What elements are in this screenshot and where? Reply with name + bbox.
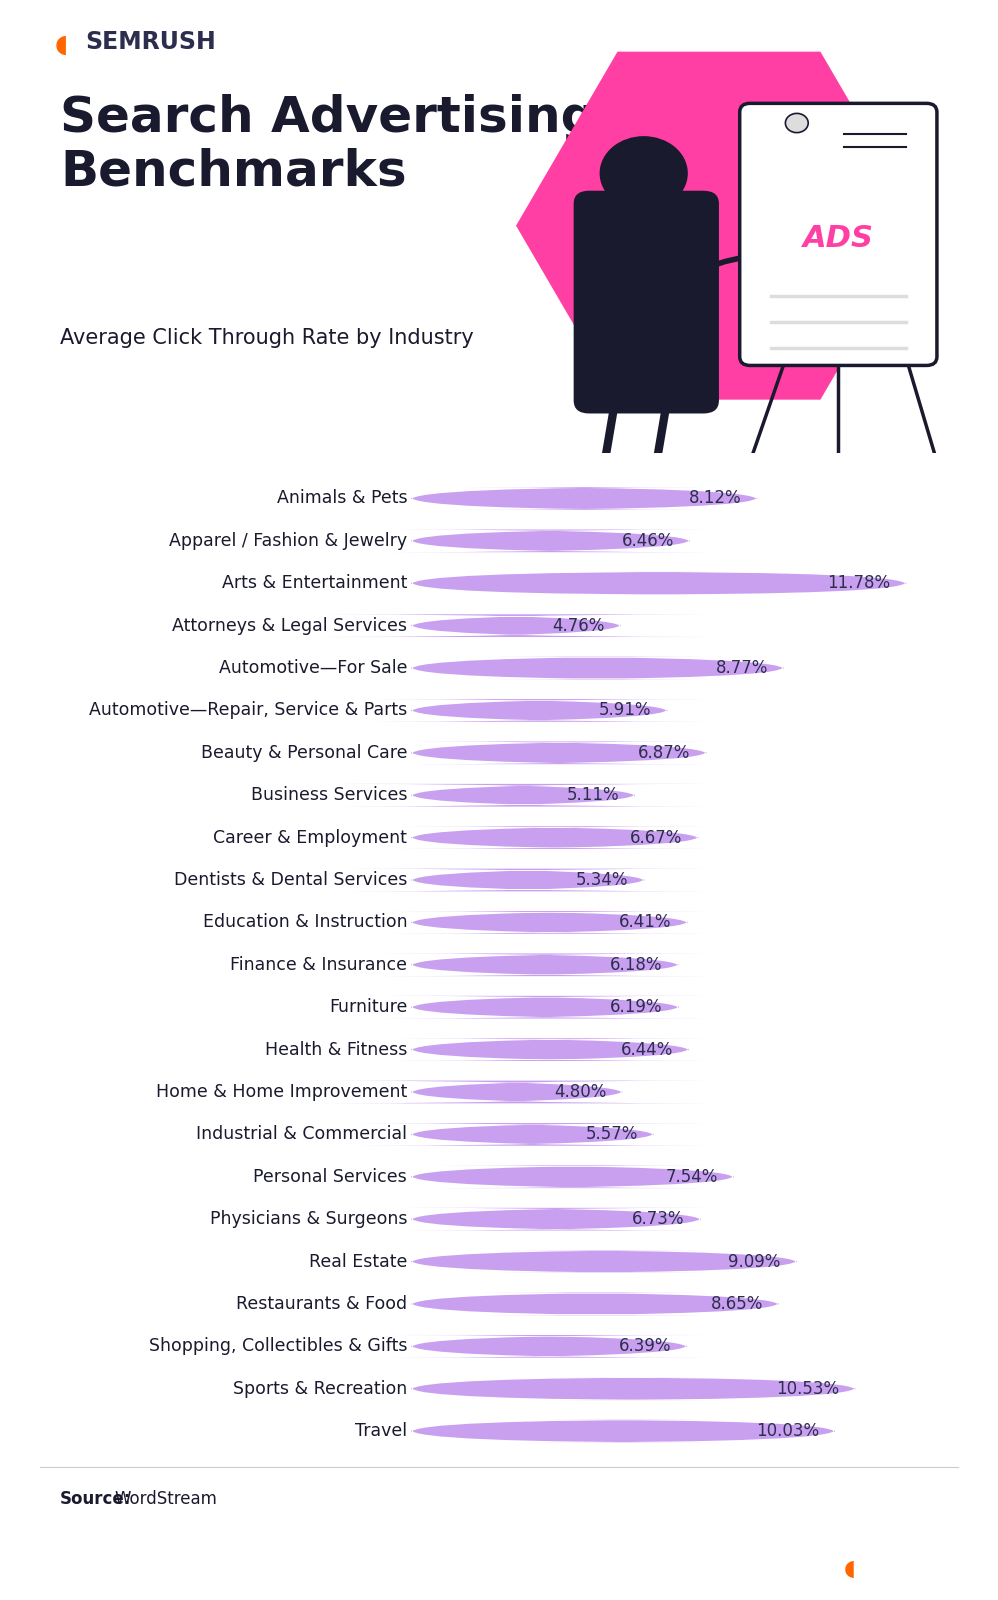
FancyBboxPatch shape: [321, 614, 711, 637]
Text: Business Services: Business Services: [250, 786, 407, 805]
Text: Average Click Through Rate by Industry: Average Click Through Rate by Industry: [60, 328, 474, 349]
Text: 8.65%: 8.65%: [711, 1294, 762, 1314]
Circle shape: [600, 136, 688, 210]
Text: Education & Instruction: Education & Instruction: [203, 914, 407, 931]
Text: Attorneys & Legal Services: Attorneys & Legal Services: [173, 616, 407, 635]
Text: WordStream: WordStream: [115, 1490, 218, 1507]
Text: ◖: ◖: [843, 1558, 855, 1578]
Text: 5.91%: 5.91%: [599, 701, 652, 720]
FancyBboxPatch shape: [411, 1419, 835, 1443]
FancyBboxPatch shape: [399, 826, 711, 850]
Text: Automotive—For Sale: Automotive—For Sale: [219, 659, 407, 677]
Text: Shopping, Collectibles & Gifts: Shopping, Collectibles & Gifts: [149, 1338, 407, 1355]
Text: 6.41%: 6.41%: [620, 914, 672, 931]
Text: Career & Employment: Career & Employment: [214, 829, 407, 846]
Text: Real Estate: Real Estate: [308, 1253, 407, 1270]
Text: 6.67%: 6.67%: [630, 829, 683, 846]
FancyBboxPatch shape: [345, 869, 711, 891]
FancyBboxPatch shape: [411, 1165, 734, 1189]
FancyBboxPatch shape: [389, 1038, 711, 1061]
Text: 6.87%: 6.87%: [638, 744, 691, 762]
FancyBboxPatch shape: [411, 1378, 855, 1400]
FancyBboxPatch shape: [387, 1334, 711, 1358]
Text: Apparel / Fashion & Jewelry: Apparel / Fashion & Jewelry: [169, 531, 407, 550]
Text: 6.44%: 6.44%: [621, 1040, 673, 1059]
FancyBboxPatch shape: [323, 1080, 711, 1104]
FancyBboxPatch shape: [407, 741, 711, 765]
Text: Home & Home Improvement: Home & Home Improvement: [156, 1083, 407, 1101]
Text: 6.39%: 6.39%: [619, 1338, 671, 1355]
Text: 6.18%: 6.18%: [610, 955, 663, 974]
Text: Industrial & Commercial: Industrial & Commercial: [197, 1125, 407, 1144]
Text: 6.73%: 6.73%: [633, 1210, 685, 1229]
FancyBboxPatch shape: [388, 910, 711, 934]
FancyBboxPatch shape: [368, 699, 711, 722]
Text: Animals & Pets: Animals & Pets: [276, 490, 407, 507]
Text: Search Advertising
Benchmarks: Search Advertising Benchmarks: [60, 94, 597, 195]
Text: ADS: ADS: [802, 224, 874, 253]
Text: Dentists & Dental Services: Dentists & Dental Services: [174, 870, 407, 890]
Text: SEMRUSH: SEMRUSH: [85, 30, 216, 54]
FancyBboxPatch shape: [390, 530, 711, 552]
FancyBboxPatch shape: [740, 104, 937, 365]
FancyBboxPatch shape: [411, 1293, 778, 1315]
FancyBboxPatch shape: [574, 190, 719, 413]
Text: Health & Fitness: Health & Fitness: [264, 1040, 407, 1059]
Text: Personal Services: Personal Services: [253, 1168, 407, 1186]
Text: 4.80%: 4.80%: [554, 1083, 607, 1101]
Text: Finance & Insurance: Finance & Insurance: [231, 955, 407, 974]
Text: semrush.com: semrush.com: [50, 1557, 172, 1576]
FancyBboxPatch shape: [411, 656, 783, 680]
FancyBboxPatch shape: [335, 784, 711, 806]
Text: Source:: Source:: [60, 1490, 132, 1507]
Text: Physicians & Surgeons: Physicians & Surgeons: [210, 1210, 407, 1229]
Text: 4.76%: 4.76%: [552, 616, 605, 635]
Text: 11.78%: 11.78%: [827, 574, 890, 592]
Text: 5.34%: 5.34%: [576, 870, 629, 890]
Text: Travel: Travel: [355, 1422, 407, 1440]
Text: 6.19%: 6.19%: [611, 998, 663, 1016]
Text: 7.54%: 7.54%: [666, 1168, 718, 1186]
Text: 8.12%: 8.12%: [689, 490, 742, 507]
FancyBboxPatch shape: [379, 995, 711, 1019]
Circle shape: [785, 114, 808, 133]
FancyBboxPatch shape: [411, 571, 906, 595]
Text: ◖: ◖: [55, 34, 68, 58]
Text: 9.09%: 9.09%: [729, 1253, 780, 1270]
Text: Restaurants & Food: Restaurants & Food: [237, 1294, 407, 1314]
Text: 5.57%: 5.57%: [585, 1125, 638, 1144]
Text: Automotive—Repair, Service & Parts: Automotive—Repair, Service & Parts: [89, 701, 407, 720]
Text: Beauty & Personal Care: Beauty & Personal Care: [201, 744, 407, 762]
FancyBboxPatch shape: [354, 1123, 711, 1146]
FancyBboxPatch shape: [379, 954, 711, 976]
Text: 5.11%: 5.11%: [566, 786, 619, 805]
Text: SEMRUSH: SEMRUSH: [878, 1557, 978, 1576]
Text: 10.53%: 10.53%: [776, 1379, 839, 1398]
Text: 6.46%: 6.46%: [622, 531, 674, 550]
Text: 10.03%: 10.03%: [755, 1422, 819, 1440]
Polygon shape: [516, 51, 922, 400]
FancyBboxPatch shape: [411, 486, 757, 510]
Text: Sports & Recreation: Sports & Recreation: [233, 1379, 407, 1398]
Text: Arts & Entertainment: Arts & Entertainment: [222, 574, 407, 592]
Text: Furniture: Furniture: [328, 998, 407, 1016]
Text: 8.77%: 8.77%: [716, 659, 767, 677]
FancyBboxPatch shape: [411, 1250, 796, 1274]
FancyBboxPatch shape: [401, 1208, 711, 1230]
